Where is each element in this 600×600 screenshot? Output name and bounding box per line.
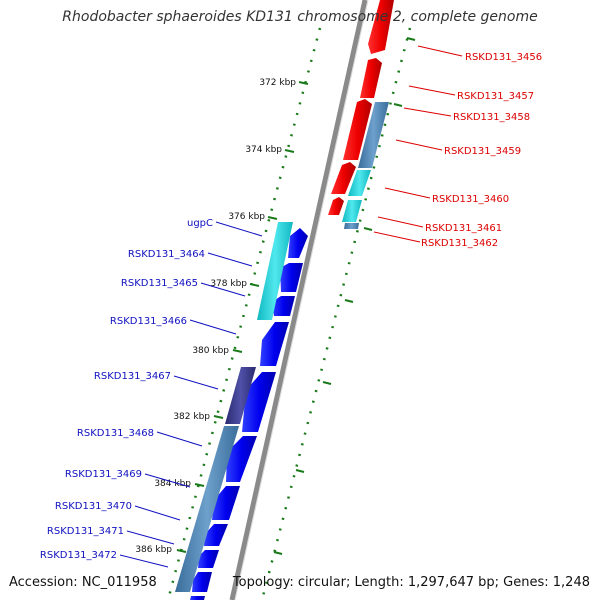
gene-arrow-cds[interactable] (190, 596, 205, 600)
gene-arrow-cds[interactable] (368, 0, 394, 54)
gene-label-rskd131-3467[interactable]: RSKD131_3467 (94, 371, 171, 382)
label-callout (134, 505, 181, 521)
gene-block[interactable] (358, 102, 389, 168)
gene-arrow-cds[interactable] (272, 296, 295, 316)
tick-mark (363, 227, 373, 231)
label-callout (119, 554, 169, 568)
gene-arrow-cds[interactable] (343, 99, 372, 160)
kbp-label: 374 kbp (245, 145, 282, 155)
map-title: Rhodobacter sphaeroides KD131 chromosome… (62, 9, 538, 25)
label-callout (200, 282, 246, 297)
gene-arrow-cds[interactable] (260, 322, 289, 366)
genome-backbone (229, 0, 368, 600)
gene-label-rskd131-3466[interactable]: RSKD131_3466 (110, 316, 187, 327)
gene-label-rskd131-3472[interactable]: RSKD131_3472 (40, 550, 117, 561)
gene-arrow-cds[interactable] (198, 550, 219, 568)
tick-mark (406, 37, 416, 41)
kbp-label: 378 kbp (210, 279, 247, 289)
gene-arrow-cds[interactable] (212, 486, 240, 520)
kbp-tick-372 (298, 81, 309, 85)
tick-mark (344, 299, 354, 303)
gene-label-rskd131-3459[interactable]: RSKD131_3459 (444, 146, 521, 157)
label-callout (408, 85, 456, 96)
gene-arrow-cds[interactable] (288, 228, 308, 258)
gene-label-rskd131-3471[interactable]: RSKD131_3471 (47, 526, 124, 537)
label-callout (373, 231, 421, 243)
gene-label-rskd131-3469[interactable]: RSKD131_3469 (65, 469, 142, 480)
gene-arrow-cds[interactable] (331, 162, 356, 194)
kbp-label: 376 kbp (228, 212, 265, 222)
tick-mark (273, 551, 283, 555)
gene-arrow-cds[interactable] (242, 372, 276, 432)
gene-label-rskd131-3456[interactable]: RSKD131_3456 (465, 52, 542, 63)
label-callout (173, 375, 219, 390)
gene-label-rskd131-3462[interactable]: RSKD131_3462 (421, 238, 498, 249)
topology-text: Topology: circular; Length: 1,297,647 bp… (232, 575, 590, 590)
label-callout (207, 252, 253, 267)
tick-mark (295, 469, 305, 473)
label-callout (377, 216, 424, 228)
label-callout (144, 473, 191, 488)
label-callout (403, 107, 452, 117)
gene-label-rskd131-3461[interactable]: RSKD131_3461 (425, 223, 502, 234)
label-callout (215, 221, 263, 237)
label-callout (417, 45, 463, 57)
gene-arrow-cds[interactable] (226, 436, 257, 482)
label-callout (395, 139, 443, 151)
gene-label-rskd131-3464[interactable]: RSKD131_3464 (128, 249, 205, 260)
genome-backbone-highlight (234, 0, 369, 600)
kbp-label: 382 kbp (173, 412, 210, 422)
kbp-tick-384 (194, 483, 205, 487)
kbp-tick-374 (284, 149, 295, 153)
tick-mark (322, 381, 332, 385)
gene-label-rskd131-3470[interactable]: RSKD131_3470 (55, 501, 132, 512)
kbp-tick-386 (176, 549, 187, 553)
gene-block[interactable] (257, 222, 293, 320)
label-callout (189, 319, 237, 335)
gene-label-rskd131-3468[interactable]: RSKD131_3468 (77, 428, 154, 439)
gene-label-rskd131-3458[interactable]: RSKD131_3458 (453, 112, 530, 123)
gene-arrow-cds[interactable] (328, 197, 344, 215)
gene-arrow-cds[interactable] (280, 263, 303, 292)
kbp-tick-380 (232, 349, 243, 353)
kbp-tick-378 (249, 283, 260, 287)
gene-arrow-cds[interactable] (360, 58, 382, 98)
accession-text: Accession: NC_011958 (9, 575, 157, 590)
gene-arrow-cds[interactable] (192, 572, 212, 592)
gene-block[interactable] (344, 223, 359, 229)
gene-label-ugpc[interactable]: ugpC (187, 218, 213, 229)
gene-label-rskd131-3460[interactable]: RSKD131_3460 (432, 194, 509, 205)
label-callout (156, 431, 203, 447)
gene-label-rskd131-3465[interactable]: RSKD131_3465 (121, 278, 198, 289)
gene-label-rskd131-3457[interactable]: RSKD131_3457 (457, 91, 534, 102)
gene-block[interactable] (175, 426, 239, 592)
kbp-label: 384 kbp (154, 479, 191, 489)
gene-arrow-cds[interactable] (204, 524, 228, 546)
gene-block[interactable] (225, 367, 256, 424)
label-callout (126, 530, 175, 545)
gene-block[interactable] (342, 200, 362, 222)
kbp-label: 386 kbp (135, 545, 172, 555)
kbp-tick-376 (267, 216, 278, 220)
gene-block[interactable] (348, 170, 371, 196)
kbp-label: 380 kbp (192, 346, 229, 356)
kbp-label: 372 kbp (259, 78, 296, 88)
kbp-tick-382 (213, 415, 224, 419)
label-callout (384, 187, 431, 199)
tick-mark (393, 103, 403, 107)
